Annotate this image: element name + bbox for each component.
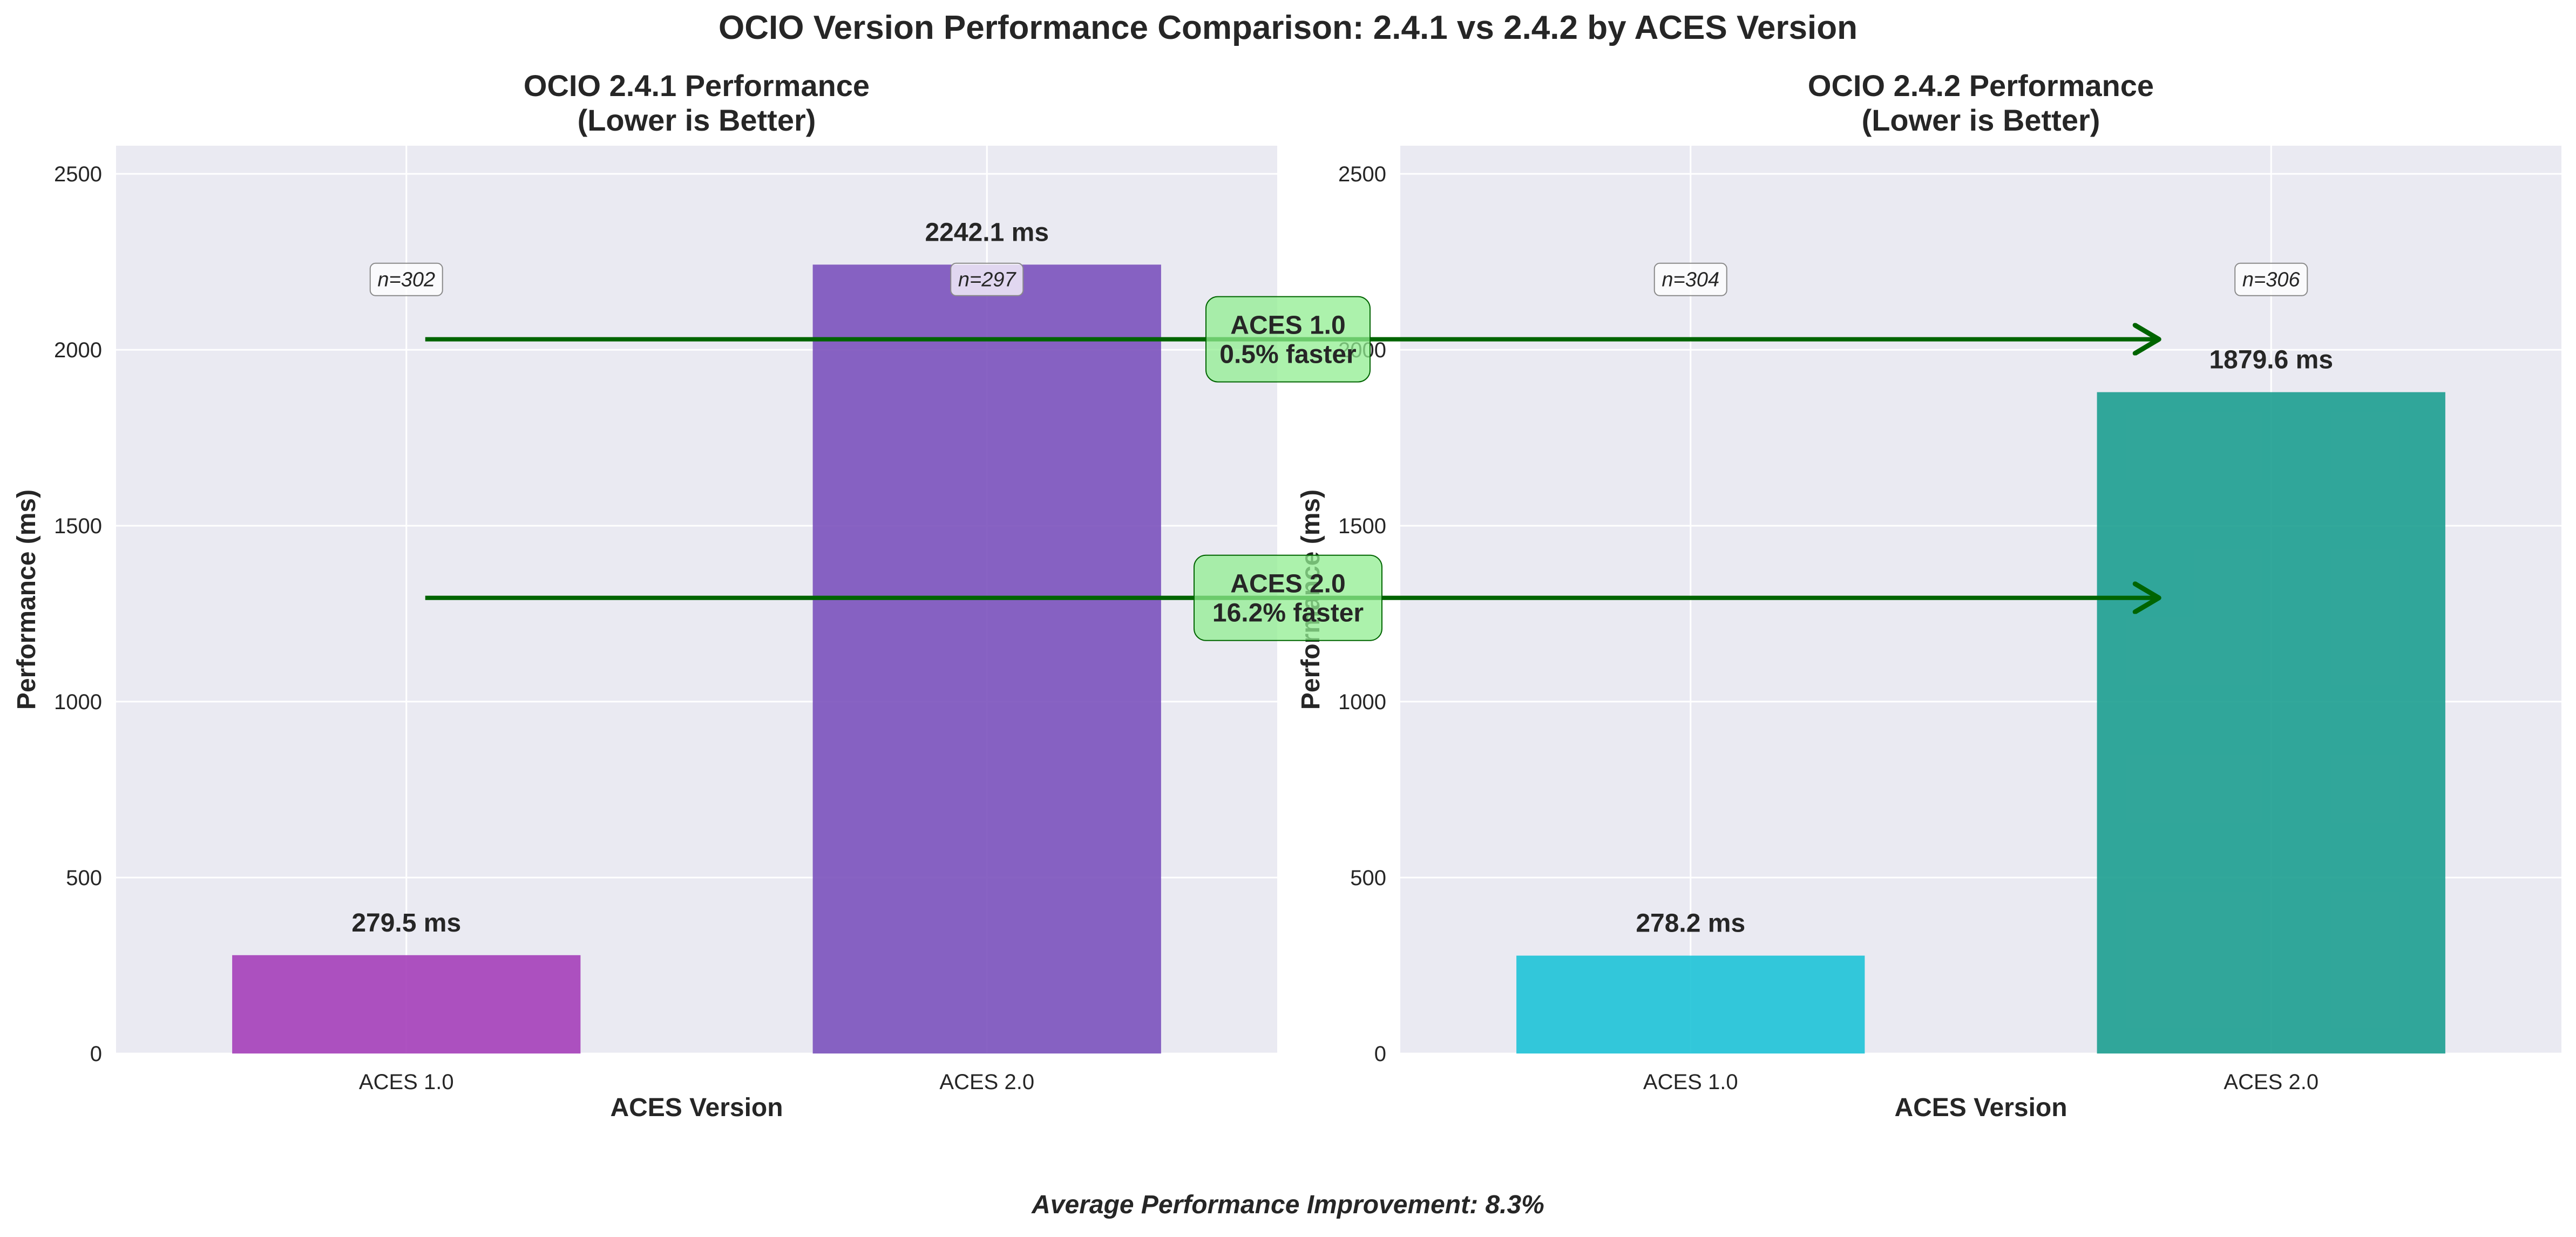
y-tick-label: 1000 [54,690,102,714]
comparison-annotations: ACES 1.0 0.5% faster ACES 2.0 16.2% faster [425,296,2158,641]
average-improvement-footer: Average Performance Improvement: 8.3% [1031,1191,1544,1219]
y-tick-label: 1500 [1338,514,1386,538]
improvement-box [1194,554,1382,641]
improvement-label-line: 0.5% faster [1219,341,1356,369]
chart-title: OCIO 2.4.2 Performance (Lower is Better) [1808,69,2154,137]
improvement-label-line: ACES 1.0 [1230,311,1345,340]
bar-aces-2-0 [2097,392,2445,1054]
y-tick-label: 0 [1374,1042,1386,1066]
bar-aces-1-0 [232,955,581,1054]
sample-size-label: n=302 [377,269,435,291]
comparison-annotation-2: ACES 2.0 16.2% faster [425,554,2158,641]
x-tick-label: ACES 2.0 [2224,1070,2319,1094]
x-tick-label: ACES 1.0 [1643,1070,1738,1094]
bar-aces-2-0 [812,264,1161,1054]
sample-size-box [1653,262,1727,296]
chart-title-line: OCIO 2.4.1 Performance [524,69,870,103]
chart-panel-1: 0 500 1000 1500 2000 2500 ACES 1.0 ACES 2.0 279.… [12,69,1277,1122]
sample-size-box [950,262,1024,296]
bar-aces-1-0 [1516,955,1865,1054]
bar-value-label: 279.5 ms [351,909,461,937]
chart-title: OCIO 2.4.1 Performance (Lower is Better) [524,69,870,137]
comparison-annotation-1: ACES 1.0 0.5% faster [425,296,2158,383]
improvement-label-line: ACES 2.0 [1230,570,1345,599]
improvement-box [1205,296,1371,383]
chart-title-line: OCIO 2.4.2 Performance [1808,69,2154,103]
x-axis-label: ACES Version [610,1093,783,1122]
improvement-label-line: 16.2% faster [1212,599,1364,628]
y-tick-label: 0 [90,1042,102,1066]
sample-size-label: n=297 [958,269,1017,291]
x-axis-label: ACES Version [1894,1093,2067,1122]
chart-title-line: (Lower is Better) [1862,103,2100,137]
x-tick-label: ACES 2.0 [939,1070,1034,1094]
sample-size-box [369,262,443,296]
y-tick-label: 2500 [54,162,102,186]
y-tick-label: 500 [1350,866,1386,890]
sample-size-label: n=306 [2242,269,2301,291]
y-tick-label: 1500 [54,514,102,538]
improvement-label: ACES 2.0 16.2% faster [1212,570,1364,628]
x-tick-label: ACES 1.0 [359,1070,454,1094]
sample-size-label: n=304 [1662,269,1719,291]
bar-value-label: 1879.6 ms [2209,346,2333,375]
y-tick-label: 2000 [54,338,102,362]
y-axis-label: Performance (ms) [12,490,41,710]
figure-suptitle: OCIO Version Performance Comparison: 2.4… [718,9,1858,46]
bar-value-label: 278.2 ms [1636,909,1745,938]
bar-value-label: 2242.1 ms [925,218,1049,247]
chart-title-line: (Lower is Better) [578,103,816,137]
y-tick-label: 2500 [1338,162,1386,186]
y-tick-label: 500 [66,866,102,890]
sample-size-box [2234,262,2308,296]
improvement-label: ACES 1.0 0.5% faster [1219,311,1356,369]
y-tick-label: 1000 [1338,690,1386,714]
